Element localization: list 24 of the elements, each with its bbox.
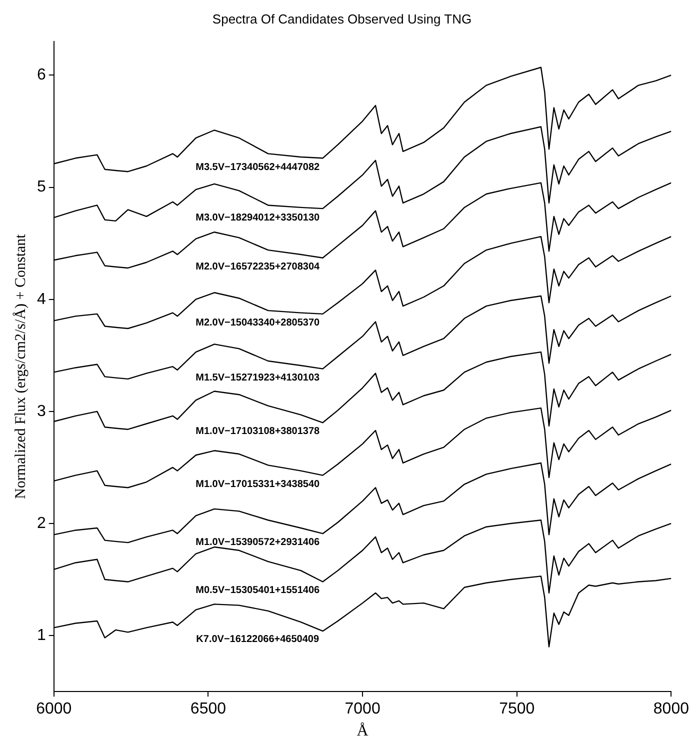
series-label: M1.0V−15390572+2931406 — [196, 537, 320, 548]
y-tick-label: 6 — [36, 66, 46, 84]
x-axis-title: Å — [356, 722, 369, 740]
y-tick-label: 5 — [36, 178, 46, 196]
y-axis-title: Normalized Flux (ergs/cm2/s/Å) + Constant — [12, 233, 29, 500]
series-label: M2.0V−15043340+2805370 — [196, 318, 320, 329]
x-tick-label: 7500 — [499, 700, 535, 718]
x-tick-label: 8000 — [653, 700, 690, 718]
series-label: K7.0V−16122066+4650409 — [196, 634, 320, 645]
series-label: M1.0V−17015331+3438540 — [196, 478, 320, 490]
series-label: M2.0V−16572235+2708304 — [196, 261, 320, 272]
chart-title: Spectra Of Candidates Observed Using TNG — [212, 11, 472, 26]
series-label: M1.0V−17103108+3801378 — [196, 426, 320, 437]
y-tick-label: 2 — [36, 514, 46, 532]
series-label: M3.0V−18294012+3350130 — [196, 212, 320, 224]
y-tick-label: 3 — [36, 402, 46, 420]
series-label: M1.5V−15271923+4130103 — [196, 372, 320, 384]
x-tick-label: 7000 — [344, 700, 380, 718]
series-label: M3.5V−17340562+4447082 — [196, 162, 320, 173]
x-tick-label: 6000 — [36, 700, 72, 718]
y-tick-label: 4 — [36, 290, 46, 308]
x-tick-label: 6500 — [190, 700, 226, 718]
series-label: M0.5V−15305401+1551406 — [196, 584, 320, 596]
y-tick-label: 1 — [36, 626, 46, 644]
